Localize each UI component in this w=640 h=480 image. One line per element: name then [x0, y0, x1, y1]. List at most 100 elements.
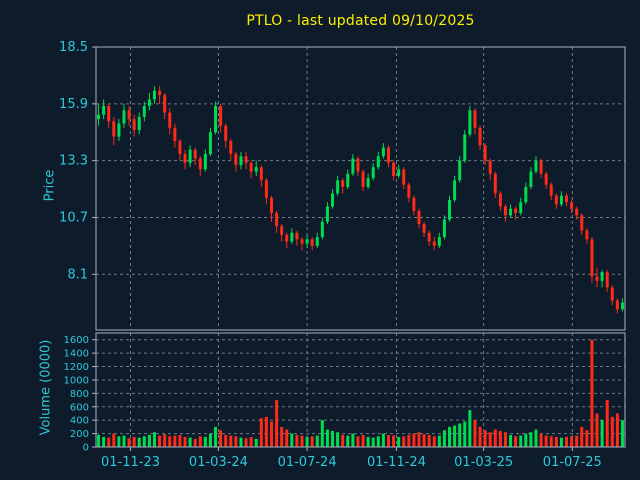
volume-bar	[193, 438, 197, 447]
candle-body	[590, 239, 594, 277]
volume-bar	[300, 435, 304, 447]
volume-bar	[610, 416, 614, 447]
candle-body	[285, 234, 289, 242]
volume-bar	[473, 420, 477, 447]
price-tick-label: 8.1	[67, 267, 88, 282]
candle-body	[473, 110, 477, 128]
volume-bar	[534, 429, 538, 447]
volume-bar	[468, 410, 472, 447]
volume-bar	[122, 435, 126, 447]
candle-body	[478, 127, 482, 146]
volume-bar	[264, 416, 268, 447]
volume-bar	[275, 400, 279, 447]
candle-body	[595, 276, 599, 281]
candle-body	[503, 206, 507, 216]
volume-bar	[325, 429, 329, 447]
candle-body	[366, 178, 370, 187]
volume-bar	[280, 426, 284, 447]
candle-body	[458, 160, 462, 181]
candle-body	[310, 239, 314, 246]
volume-tick-label: 200	[70, 429, 89, 440]
candle-body	[264, 180, 268, 198]
candle-body	[432, 241, 436, 246]
volume-bar	[132, 436, 136, 447]
candle-body	[193, 149, 197, 159]
candle-body	[498, 193, 502, 207]
candle-body	[203, 154, 207, 170]
candle-body	[585, 230, 589, 240]
candle-body	[514, 208, 518, 214]
volume-bar	[168, 436, 172, 447]
volume-bar	[565, 436, 569, 447]
volume-bar	[341, 434, 345, 447]
candle-body	[122, 110, 126, 124]
candle-body	[239, 156, 243, 166]
volume-bar	[178, 434, 182, 447]
volume-bar	[554, 436, 558, 447]
price-panel-border	[95, 46, 626, 331]
candle-body	[259, 167, 263, 181]
candle-body	[412, 197, 416, 211]
candle-body	[97, 114, 101, 120]
price-tick-label: 13.3	[59, 154, 88, 169]
candle-body	[392, 162, 396, 176]
candle-body	[534, 160, 538, 172]
volume-bar	[509, 434, 513, 447]
candle-body	[483, 145, 487, 161]
volume-bar	[580, 426, 584, 447]
candle-body	[229, 140, 233, 155]
volume-bar	[254, 438, 258, 447]
candle-body	[275, 213, 279, 227]
volume-bar	[331, 430, 335, 447]
volume-bar	[305, 436, 309, 447]
candle-body	[422, 224, 426, 233]
candle-body	[188, 149, 192, 163]
price-tick-label: 15.9	[59, 97, 88, 112]
volume-bar	[407, 434, 411, 447]
volume-bar	[107, 437, 111, 447]
candle-body	[320, 221, 324, 238]
volume-bar	[437, 435, 441, 447]
volume-bar	[570, 436, 574, 447]
candle-body	[453, 180, 457, 200]
volume-bar	[392, 435, 396, 447]
volume-bar	[529, 432, 533, 447]
volume-bar	[259, 418, 263, 447]
candle-body	[468, 110, 472, 135]
volume-bar	[376, 436, 380, 447]
volume-bar	[402, 436, 406, 447]
candle-body	[300, 239, 304, 244]
candle-body	[112, 121, 116, 137]
candle-body	[554, 195, 558, 205]
volume-bar	[142, 436, 146, 447]
candle-body	[173, 127, 177, 141]
candle-body	[448, 199, 452, 220]
x-tick-label: 01-03-24	[189, 455, 248, 470]
candle-body	[290, 232, 294, 242]
volume-bar	[458, 423, 462, 447]
volume-bar	[585, 430, 589, 447]
volume-bar	[147, 434, 151, 447]
candle-body	[529, 171, 533, 187]
candle-body	[519, 202, 523, 214]
x-tick-label: 01-07-25	[543, 455, 602, 470]
candle-body	[493, 173, 497, 194]
volume-bar	[295, 434, 299, 447]
volume-bar	[97, 434, 101, 447]
volume-bar	[117, 436, 121, 447]
candle-body	[117, 123, 121, 137]
candle-body	[234, 154, 238, 166]
volume-bar	[102, 436, 106, 447]
candle-body	[107, 106, 111, 122]
price-axis-label: Price	[42, 169, 58, 202]
volume-bar	[137, 437, 141, 447]
volume-bar	[514, 436, 518, 447]
candle-body	[224, 125, 228, 141]
volume-bar	[158, 435, 162, 447]
candle-body	[280, 226, 284, 235]
volume-bar	[524, 433, 528, 447]
candle-body	[376, 156, 380, 168]
candle-body	[147, 99, 151, 107]
volume-bar	[208, 433, 212, 447]
volume-bar	[351, 433, 355, 447]
